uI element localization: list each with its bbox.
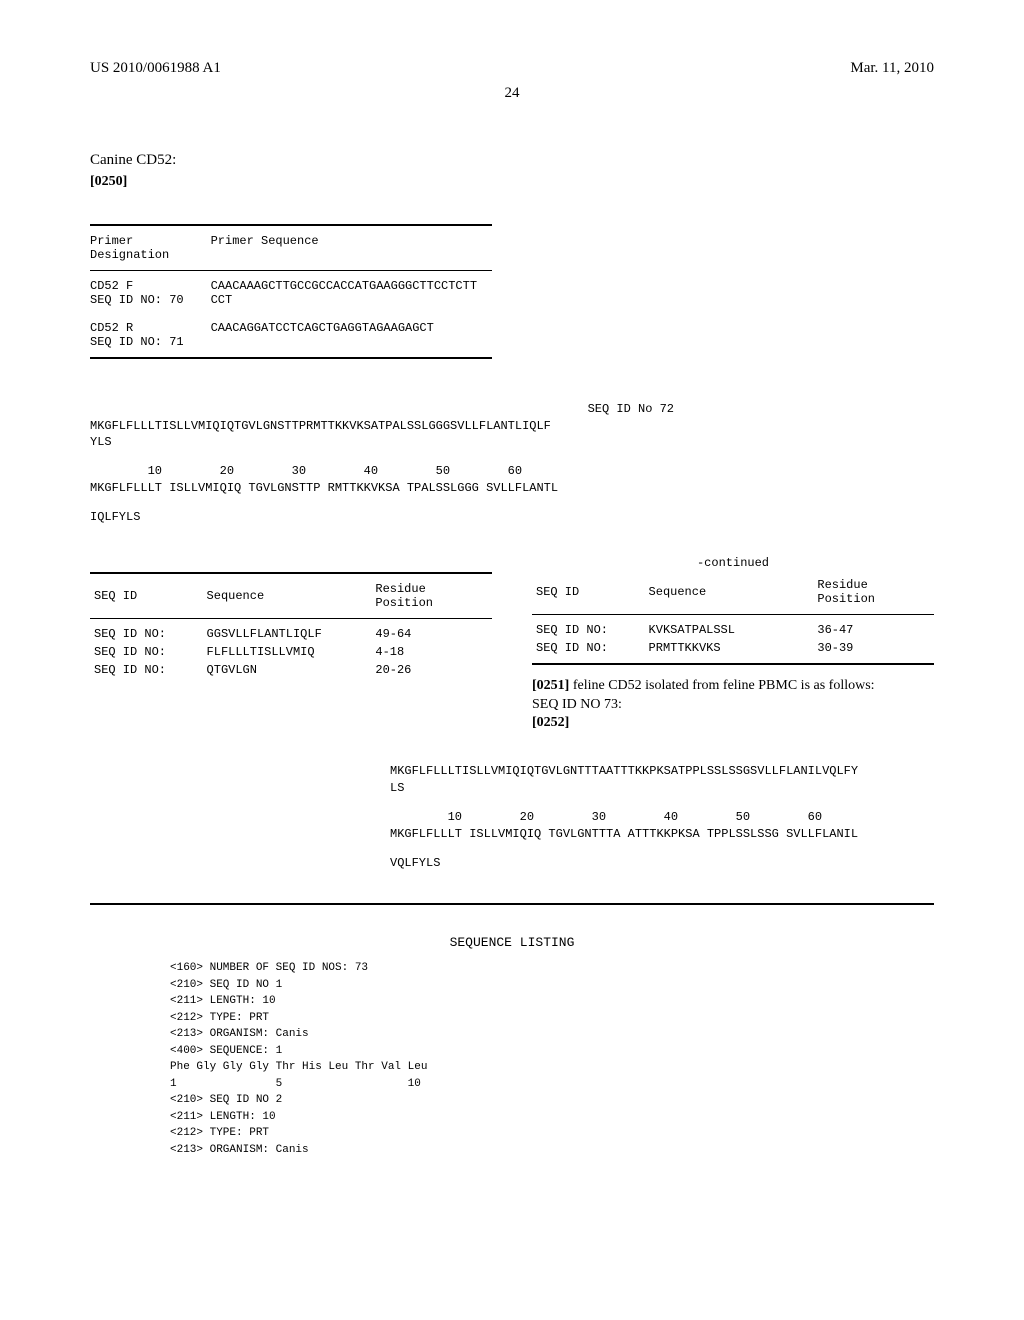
mid-left-col: SEQ ID Sequence Residue Position SEQ ID … <box>90 556 492 734</box>
seq-listing-line-13: <210> SEQ ID NO 2 <box>170 1092 934 1109</box>
mid-right-row2: SEQ ID NO: PRMTTKKVKS 30-39 <box>532 639 934 657</box>
seq-listing-top-rule <box>90 903 934 905</box>
mid-left-r2c3: 4-18 <box>371 643 492 661</box>
seq-listing-line-9: Phe Gly Gly Gly Thr His Leu Thr Val Leu <box>170 1059 934 1076</box>
primer-row1-col2: CAACAAAGCTTGCCGCCACCATGAAGGGCTTCCTCTT CC… <box>211 277 492 309</box>
primer-row2-col1: CD52 R SEQ ID NO: 71 <box>90 319 211 351</box>
mid-right-r2c2: PRMTTKKVKS <box>645 639 814 657</box>
paragraph-0251: [0251] feline CD52 isolated from feline … <box>532 677 934 696</box>
seq73-label: SEQ ID NO 73: <box>532 696 934 715</box>
mid-left-mid-rule <box>90 618 492 619</box>
seq73-line2: LS <box>390 780 934 797</box>
page-container: US 2010/0061988 A1 Mar. 11, 2010 24 Cani… <box>0 0 1024 1198</box>
mid-right-header-row: SEQ ID Sequence Residue Position <box>532 576 934 608</box>
seq73-block: MKGFLFLLLTISLLVMIQIQTGVLGNTTTAATTTKKPKSA… <box>90 763 934 871</box>
publication-date: Mar. 11, 2010 <box>850 60 934 77</box>
seq73-ruled-line: MKGFLFLLLT ISLLVMIQIQ TGVLGNTTTA ATTTKKP… <box>390 826 934 843</box>
primer-table-body: CD52 F SEQ ID NO: 70 CAACAAAGCTTGCCGCCAC… <box>90 277 492 351</box>
seq73-tail: VQLFYLS <box>390 855 934 872</box>
mid-left-row3: SEQ ID NO: QTGVLGN 20-26 <box>90 661 492 679</box>
mid-left-r3c3: 20-26 <box>371 661 492 679</box>
seq-listing-title: SEQUENCE LISTING <box>90 935 934 950</box>
mid-right-mid-rule <box>532 614 934 615</box>
upper-left-col: Canine CD52: [0250] Primer Designation P… <box>90 142 492 361</box>
page-number: 24 <box>90 85 934 102</box>
continued-label: -continued <box>532 556 934 570</box>
mid-left-r1c3: 49-64 <box>371 625 492 643</box>
mid-right-r2c1: SEQ ID NO: <box>532 639 645 657</box>
seq-listing-body: <160> NUMBER OF SEQ ID NOS: 73 <210> SEQ… <box>170 960 934 1158</box>
seq72-ruled-line: MKGFLFLLLT ISLLVMIQIQ TGVLGNSTTP RMTTKKV… <box>90 480 934 497</box>
primer-header-col2: Primer Sequence <box>211 232 492 264</box>
seq72-line1: MKGFLFLLLTISLLVMIQIQTGVLGNSTTPRMTTKKVKSA… <box>90 418 934 435</box>
seq-listing-line-7: <400> SEQUENCE: 1 <box>170 1043 934 1060</box>
primer-row-1: CD52 F SEQ ID NO: 70 CAACAAAGCTTGCCGCCAC… <box>90 277 492 309</box>
seq-listing-line-14: <211> LENGTH: 10 <box>170 1109 934 1126</box>
mid-left-h2: Sequence <box>203 580 372 612</box>
mid-left-header-row: SEQ ID Sequence Residue Position <box>90 580 492 612</box>
mid-right-r1c2: KVKSATPALSSL <box>645 621 814 639</box>
publication-number: US 2010/0061988 A1 <box>90 60 221 77</box>
mid-left-h3: Residue Position <box>371 580 492 612</box>
primer-table-bottom-rule <box>90 357 492 359</box>
mid-left-table-head: SEQ ID Sequence Residue Position <box>90 580 492 612</box>
mid-right-col: -continued SEQ ID Sequence Residue Posit… <box>532 556 934 734</box>
mid-right-r1c3: 36-47 <box>813 621 934 639</box>
seq72-label: SEQ ID No 72 <box>90 401 934 418</box>
para-num-0251: [0251] <box>532 678 569 693</box>
mid-right-bottom-rule <box>532 663 934 665</box>
mid-left-r2c2: FLFLLLTISLLVMIQ <box>203 643 372 661</box>
mid-left-r1c1: SEQ ID NO: <box>90 625 203 643</box>
seq-listing-line-5: <213> ORGANISM: Canis <box>170 1026 934 1043</box>
mid-right-h3: Residue Position <box>813 576 934 608</box>
mid-left-r3c1: SEQ ID NO: <box>90 661 203 679</box>
seq-listing-line-16: <213> ORGANISM: Canis <box>170 1142 934 1159</box>
mid-right-row1: SEQ ID NO: KVKSATPALSSL 36-47 <box>532 621 934 639</box>
seq-listing-line-0: <160> NUMBER OF SEQ ID NOS: 73 <box>170 960 934 977</box>
mid-right-r2c3: 30-39 <box>813 639 934 657</box>
seq-listing-line-3: <211> LENGTH: 10 <box>170 993 934 1010</box>
seq73-line1: MKGFLFLLLTISLLVMIQIQTGVLGNTTTAATTTKKPKSA… <box>390 763 934 780</box>
seq-listing-line-10: 1 5 10 <box>170 1076 934 1093</box>
mid-right-r1c1: SEQ ID NO: <box>532 621 645 639</box>
para-text-0251: feline CD52 isolated from feline PBMC is… <box>569 678 874 693</box>
para-num-0250: [0250] <box>90 174 127 189</box>
primer-table: Primer Designation Primer Sequence <box>90 232 492 264</box>
paragraph-0252: [0252] <box>532 714 934 733</box>
page-header: US 2010/0061988 A1 Mar. 11, 2010 <box>90 60 934 77</box>
seq72-tail: IQLFYLS <box>90 509 934 526</box>
para-num-0252: [0252] <box>532 715 569 730</box>
mid-right-h2: Sequence <box>645 576 814 608</box>
primer-row1-col1: CD52 F SEQ ID NO: 70 <box>90 277 211 309</box>
seq73-ruler: 10 20 30 40 50 60 <box>390 809 934 826</box>
seq72-line2: YLS <box>90 434 934 451</box>
mid-left-r2c1: SEQ ID NO: <box>90 643 203 661</box>
seq-listing-line-4: <212> TYPE: PRT <box>170 1010 934 1027</box>
mid-right-h1: SEQ ID <box>532 576 645 608</box>
mid-right-table-body: SEQ ID NO: KVKSATPALSSL 36-47 SEQ ID NO:… <box>532 621 934 657</box>
primer-table-top-rule <box>90 224 492 226</box>
mid-left-table-body: SEQ ID NO: GGSVLLFLANTLIQLF 49-64 SEQ ID… <box>90 625 492 679</box>
primer-header-col1: Primer Designation <box>90 232 211 264</box>
primer-row2-col2: CAACAGGATCCTCAGCTGAGGTAGAAGAGCT <box>211 319 492 351</box>
upper-right-col-empty <box>532 142 934 361</box>
mid-left-row2: SEQ ID NO: FLFLLLTISLLVMIQ 4-18 <box>90 643 492 661</box>
upper-two-col: Canine CD52: [0250] Primer Designation P… <box>90 142 934 361</box>
primer-table-mid-rule <box>90 270 492 271</box>
section-title-canine: Canine CD52: <box>90 152 492 169</box>
mid-left-row1: SEQ ID NO: GGSVLLFLANTLIQLF 49-64 <box>90 625 492 643</box>
mid-left-r3c2: QTGVLGN <box>203 661 372 679</box>
paragraph-0250: [0250] <box>90 173 492 192</box>
seq72-ruler: 10 20 30 40 50 60 <box>90 463 934 480</box>
mid-right-table-head: SEQ ID Sequence Residue Position <box>532 576 934 608</box>
primer-table-header-row: Primer Designation Primer Sequence <box>90 232 492 264</box>
seq-listing-line-2: <210> SEQ ID NO 1 <box>170 977 934 994</box>
primer-row-2: CD52 R SEQ ID NO: 71 CAACAGGATCCTCAGCTGA… <box>90 319 492 351</box>
seq72-block: SEQ ID No 72 MKGFLFLLLTISLLVMIQIQTGVLGNS… <box>90 401 934 526</box>
mid-left-top-rule <box>90 572 492 574</box>
mid-left-r1c2: GGSVLLFLANTLIQLF <box>203 625 372 643</box>
mid-two-col: SEQ ID Sequence Residue Position SEQ ID … <box>90 556 934 734</box>
mid-left-h1: SEQ ID <box>90 580 203 612</box>
seq-listing-line-15: <212> TYPE: PRT <box>170 1125 934 1142</box>
